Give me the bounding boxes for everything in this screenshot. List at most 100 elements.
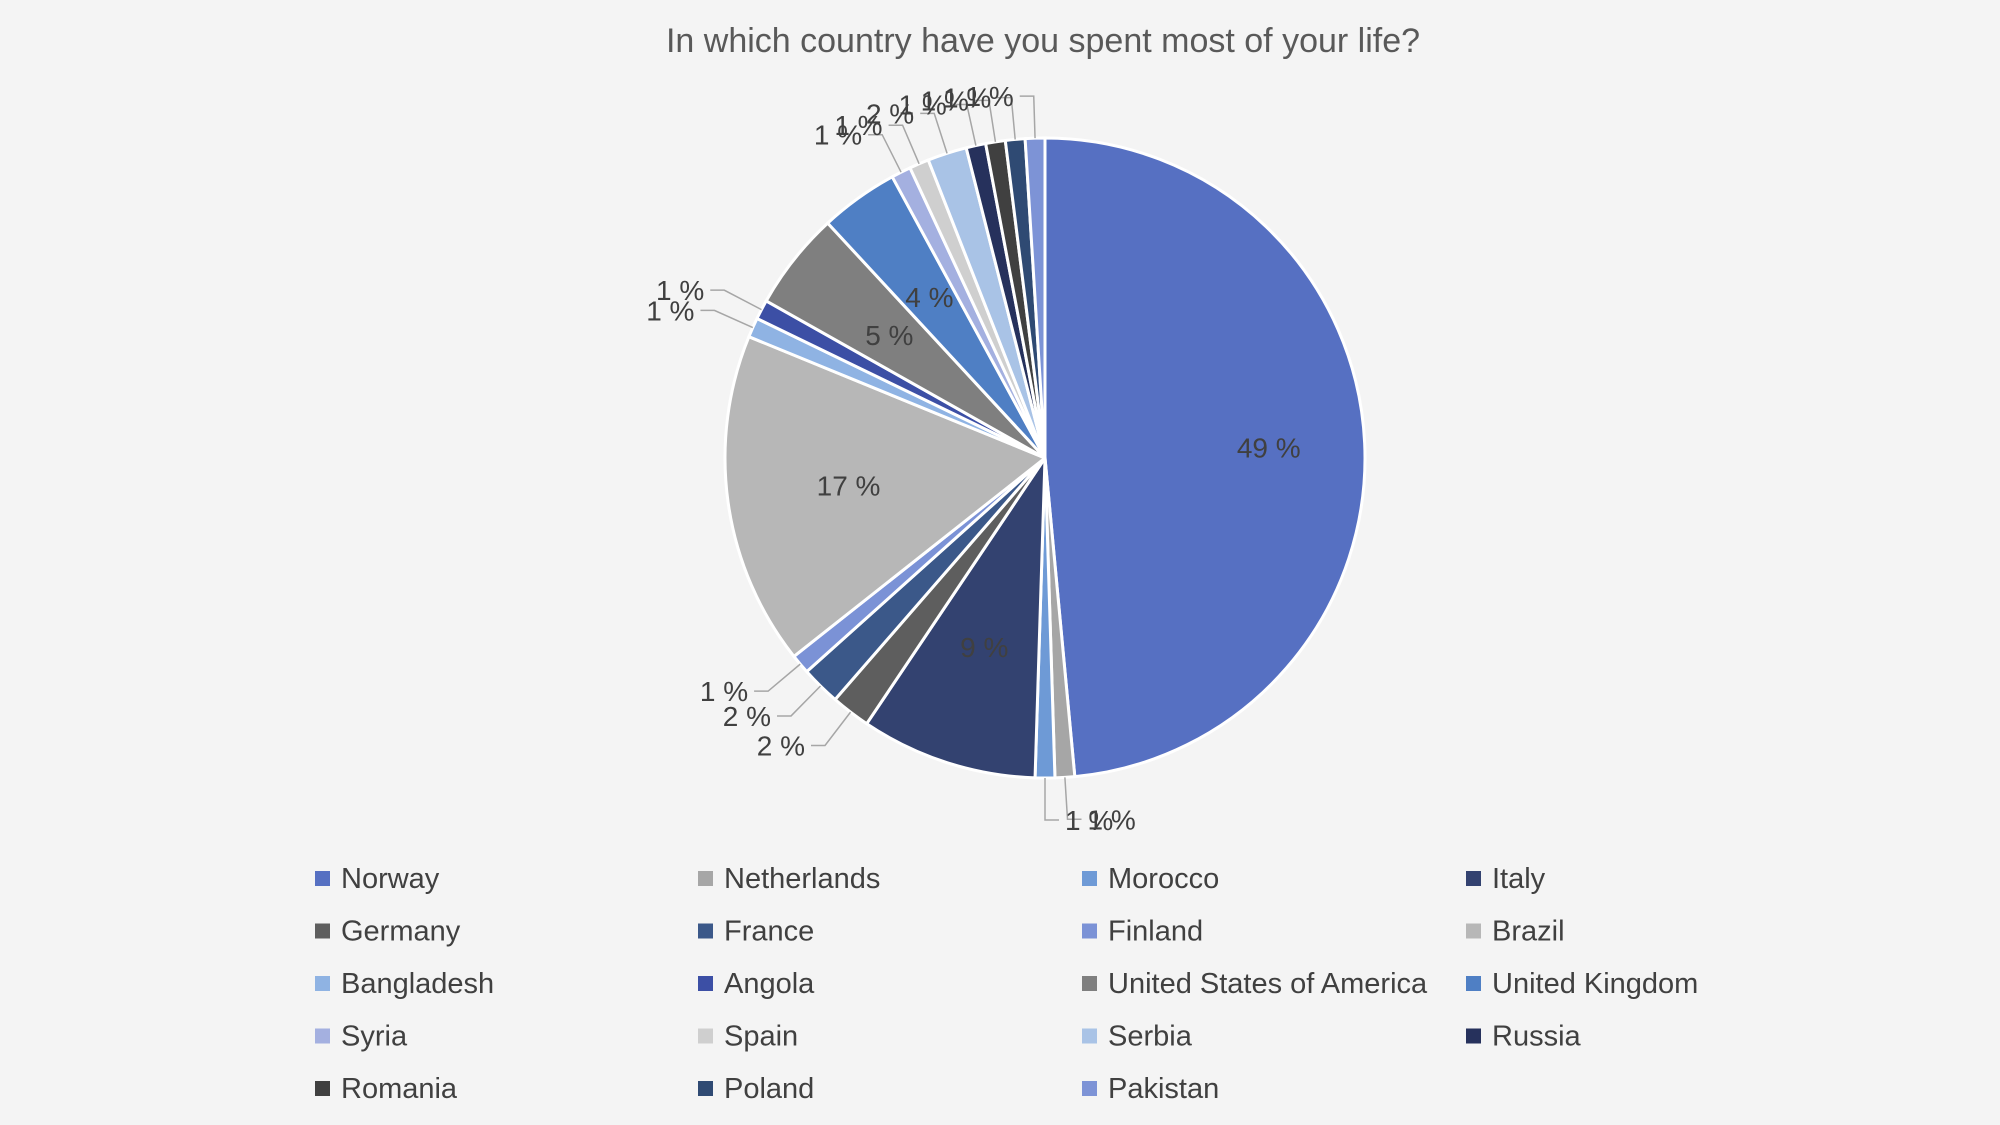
legend-label: Angola (724, 968, 815, 1000)
pie-slice-brazil (723, 335, 1047, 658)
legend-label: Spain (724, 1021, 798, 1053)
legend-swatch (315, 871, 330, 886)
legend-item-syria: Syria (315, 1021, 408, 1053)
legend-swatch (1082, 871, 1097, 886)
leader-line (888, 124, 920, 165)
legend-label: Italy (1492, 863, 1546, 895)
chart-title: In which country have you spent most of … (666, 22, 1420, 60)
legend-item-united-kingdom: United Kingdom (1466, 968, 1698, 1000)
legend-item-france: France (698, 916, 814, 948)
legend-item-angola: Angola (698, 968, 815, 1000)
data-label-brazil: 17 % (817, 471, 881, 502)
legend-label: Poland (724, 1073, 814, 1105)
legend-swatch (315, 923, 330, 939)
legend-item-united-states-of-america: United States of America (1082, 968, 1428, 1000)
leader-line (811, 711, 852, 747)
leader-line (997, 96, 1016, 140)
legend-item-serbia: Serbia (1082, 1021, 1193, 1053)
legend-item-germany: Germany (315, 916, 461, 948)
leader-line (1064, 777, 1082, 821)
data-label-syria: 1 % (814, 120, 862, 151)
data-label-russia: 1 % (899, 90, 947, 121)
data-label-norway: 49 % (1237, 433, 1301, 464)
data-label-united-states-of-america: 5 % (865, 320, 913, 351)
legend-label: Russia (1492, 1021, 1582, 1053)
legend-label: Norway (341, 863, 440, 895)
leader-line (754, 663, 801, 692)
leader-line (952, 103, 977, 146)
data-label-angola: 1 % (656, 275, 704, 306)
data-labels: 49 %1 %1 %9 %2 %2 %1 %17 %1 %1 %5 %4 %1 … (646, 81, 1300, 836)
legend-label: France (724, 916, 814, 948)
leader-line (974, 99, 997, 142)
legend-item-finland: Finland (1082, 916, 1203, 948)
data-label-germany: 2 % (757, 730, 805, 761)
data-label-united-kingdom: 4 % (905, 282, 953, 313)
legend-swatch (1466, 1028, 1481, 1044)
legend-swatch (1082, 923, 1097, 939)
legend-swatch (698, 976, 713, 991)
legend-label: Serbia (1108, 1021, 1193, 1053)
leader-line (710, 289, 762, 311)
pie-slice-italy (865, 456, 1047, 780)
legend-label: Germany (341, 916, 461, 948)
pie-slice-norway (1043, 136, 1367, 779)
legend-swatch (698, 923, 713, 939)
legend-label: Bangladesh (341, 968, 494, 1000)
legend-label: Romania (341, 1073, 458, 1105)
leader-line (777, 685, 822, 717)
legend-label: Finland (1108, 916, 1203, 948)
legend-label: Netherlands (724, 863, 880, 895)
legend-swatch (1082, 976, 1097, 991)
leader-line (700, 309, 754, 329)
data-label-finland: 1 % (700, 676, 748, 707)
legend-swatch (698, 1028, 713, 1044)
legend-swatch (1466, 976, 1481, 991)
legend-swatch (315, 1081, 330, 1096)
legend-item-romania: Romania (315, 1073, 458, 1105)
legend-swatch (1466, 923, 1481, 939)
data-label-poland: 1 % (943, 83, 991, 114)
legend-item-netherlands: Netherlands (698, 863, 880, 895)
legend-swatch (315, 1028, 330, 1044)
legend-swatch (1082, 1081, 1097, 1096)
pie-slices (723, 136, 1367, 780)
leader-line (1044, 778, 1059, 821)
data-label-pakistan: 1 % (965, 81, 1013, 112)
legend-item-brazil: Brazil (1466, 916, 1565, 948)
legend-item-russia: Russia (1466, 1021, 1582, 1053)
data-label-italy: 9 % (960, 632, 1008, 663)
legend-item-italy: Italy (1466, 863, 1546, 895)
legend: Norway Netherlands Morocco Italy Germany Fran… (315, 863, 1698, 1105)
data-label-morocco: 1 % (1065, 805, 1113, 836)
legend-label: Brazil (1492, 916, 1565, 948)
legend-swatch (698, 871, 713, 886)
legend-swatch (1082, 1028, 1097, 1044)
legend-label: United States of America (1108, 968, 1428, 1000)
legend-item-bangladesh: Bangladesh (315, 968, 494, 1000)
leader-line (920, 112, 948, 154)
legend-swatch (315, 976, 330, 991)
legend-swatch (1466, 871, 1481, 886)
legend-label: United Kingdom (1492, 968, 1698, 1000)
legend-swatch (698, 1081, 713, 1096)
pie-slice-pakistan (1023, 136, 1047, 460)
legend-label: Pakistan (1108, 1073, 1219, 1105)
legend-item-poland: Poland (698, 1073, 814, 1105)
data-label-netherlands: 1 % (1088, 804, 1136, 835)
legend-label: Syria (341, 1021, 408, 1053)
legend-item-spain: Spain (698, 1021, 798, 1053)
legend-item-norway: Norway (315, 863, 440, 895)
legend-label: Morocco (1108, 863, 1219, 895)
leader-line (868, 133, 902, 173)
leader-line (1019, 95, 1036, 139)
data-label-romania: 1 % (921, 85, 969, 116)
data-label-france: 2 % (723, 701, 771, 732)
legend-item-morocco: Morocco (1082, 863, 1219, 895)
data-label-spain: 1 % (834, 110, 882, 141)
leader-lines (700, 95, 1082, 821)
legend-item-pakistan: Pakistan (1082, 1073, 1219, 1105)
data-label-bangladesh: 1 % (646, 295, 694, 326)
